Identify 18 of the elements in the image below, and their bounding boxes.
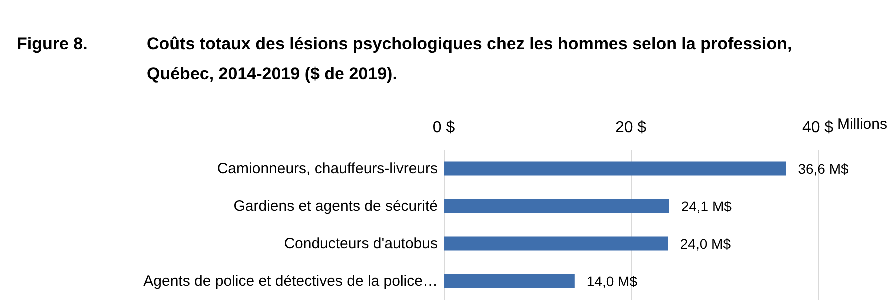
bar: [444, 162, 786, 176]
bar: [444, 199, 670, 214]
y-tick-label: Agents de police et détectives de la police…: [144, 272, 438, 290]
data-label: 24,0 M$: [680, 236, 732, 252]
x-axis-title: Millions: [837, 116, 888, 133]
x-tick-label: 20 $: [615, 120, 647, 136]
y-tick-label: Gardiens et agents de sécurité: [234, 198, 438, 215]
y-tick-label: Camionneurs, chauffeurs-livreurs: [217, 160, 438, 178]
data-label: 24,1 M$: [681, 198, 732, 214]
x-tick-label: 40 $: [802, 120, 834, 136]
data-label: 14,0 M$: [586, 273, 638, 290]
chart-title: Coûts totaux des lésions psychologiques chez les hommes selon la profession, Québec, 2014-2019 ($ de 2019).: [147, 34, 797, 84]
data-label: 36,6 M$: [798, 160, 850, 177]
y-tick-label: Conducteurs d'autobus: [284, 235, 438, 252]
bar: [444, 236, 668, 251]
x-tick-label: 0 $: [432, 120, 456, 136]
bar: [444, 274, 575, 288]
caption: Figure 8.: [17, 34, 88, 54]
